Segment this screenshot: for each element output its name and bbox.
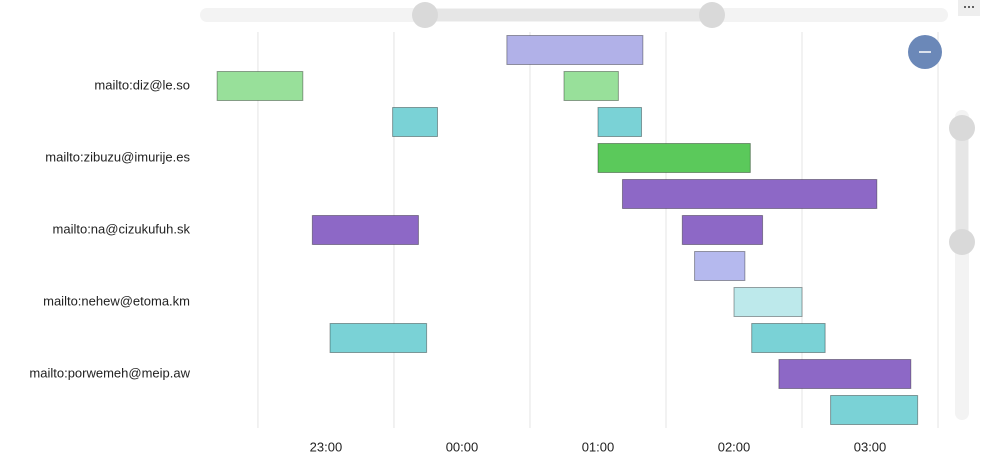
bar bbox=[216, 71, 304, 101]
menu-dot bbox=[968, 6, 970, 8]
scroll-grip[interactable] bbox=[699, 2, 725, 28]
x-tick-label: 00:00 bbox=[446, 439, 479, 454]
bar bbox=[392, 107, 438, 137]
bar bbox=[778, 359, 912, 389]
menu-dot bbox=[972, 6, 974, 8]
bar bbox=[506, 35, 644, 65]
x-tick-label: 01:00 bbox=[582, 439, 615, 454]
y-tick-label: mailto:nehew@etoma.km bbox=[43, 293, 190, 308]
bar bbox=[311, 215, 419, 245]
scroll-grip[interactable] bbox=[949, 115, 975, 141]
x-tick-label: 03:00 bbox=[854, 439, 887, 454]
bar bbox=[733, 287, 803, 317]
h-scroll-thumb[interactable] bbox=[425, 9, 712, 21]
plot-area: 23:00 00:00 01:00 02:00 03:00 mailto:diz@le.s… bbox=[29, 32, 939, 454]
scroll-grip[interactable] bbox=[412, 2, 438, 28]
y-tick-label: mailto:porwemeh@meip.aw bbox=[29, 365, 190, 380]
bar bbox=[621, 179, 878, 209]
y-tick-label: mailto:na@cizukufuh.sk bbox=[53, 221, 191, 236]
y-tick-label: mailto:diz@le.so bbox=[94, 77, 190, 92]
bar bbox=[681, 215, 764, 245]
scroll-grip[interactable] bbox=[949, 229, 975, 255]
bar bbox=[751, 323, 826, 353]
bar bbox=[830, 395, 919, 425]
bar bbox=[563, 71, 619, 101]
v-scroll-thumb[interactable] bbox=[956, 128, 968, 242]
x-tick-label: 02:00 bbox=[718, 439, 751, 454]
bar bbox=[597, 107, 643, 137]
x-tick-label: 23:00 bbox=[310, 439, 343, 454]
y-tick-label: mailto:zibuzu@imurije.es bbox=[45, 149, 190, 164]
bar bbox=[694, 251, 746, 281]
menu-dot bbox=[964, 6, 966, 8]
bar bbox=[329, 323, 428, 353]
bar bbox=[597, 143, 751, 173]
